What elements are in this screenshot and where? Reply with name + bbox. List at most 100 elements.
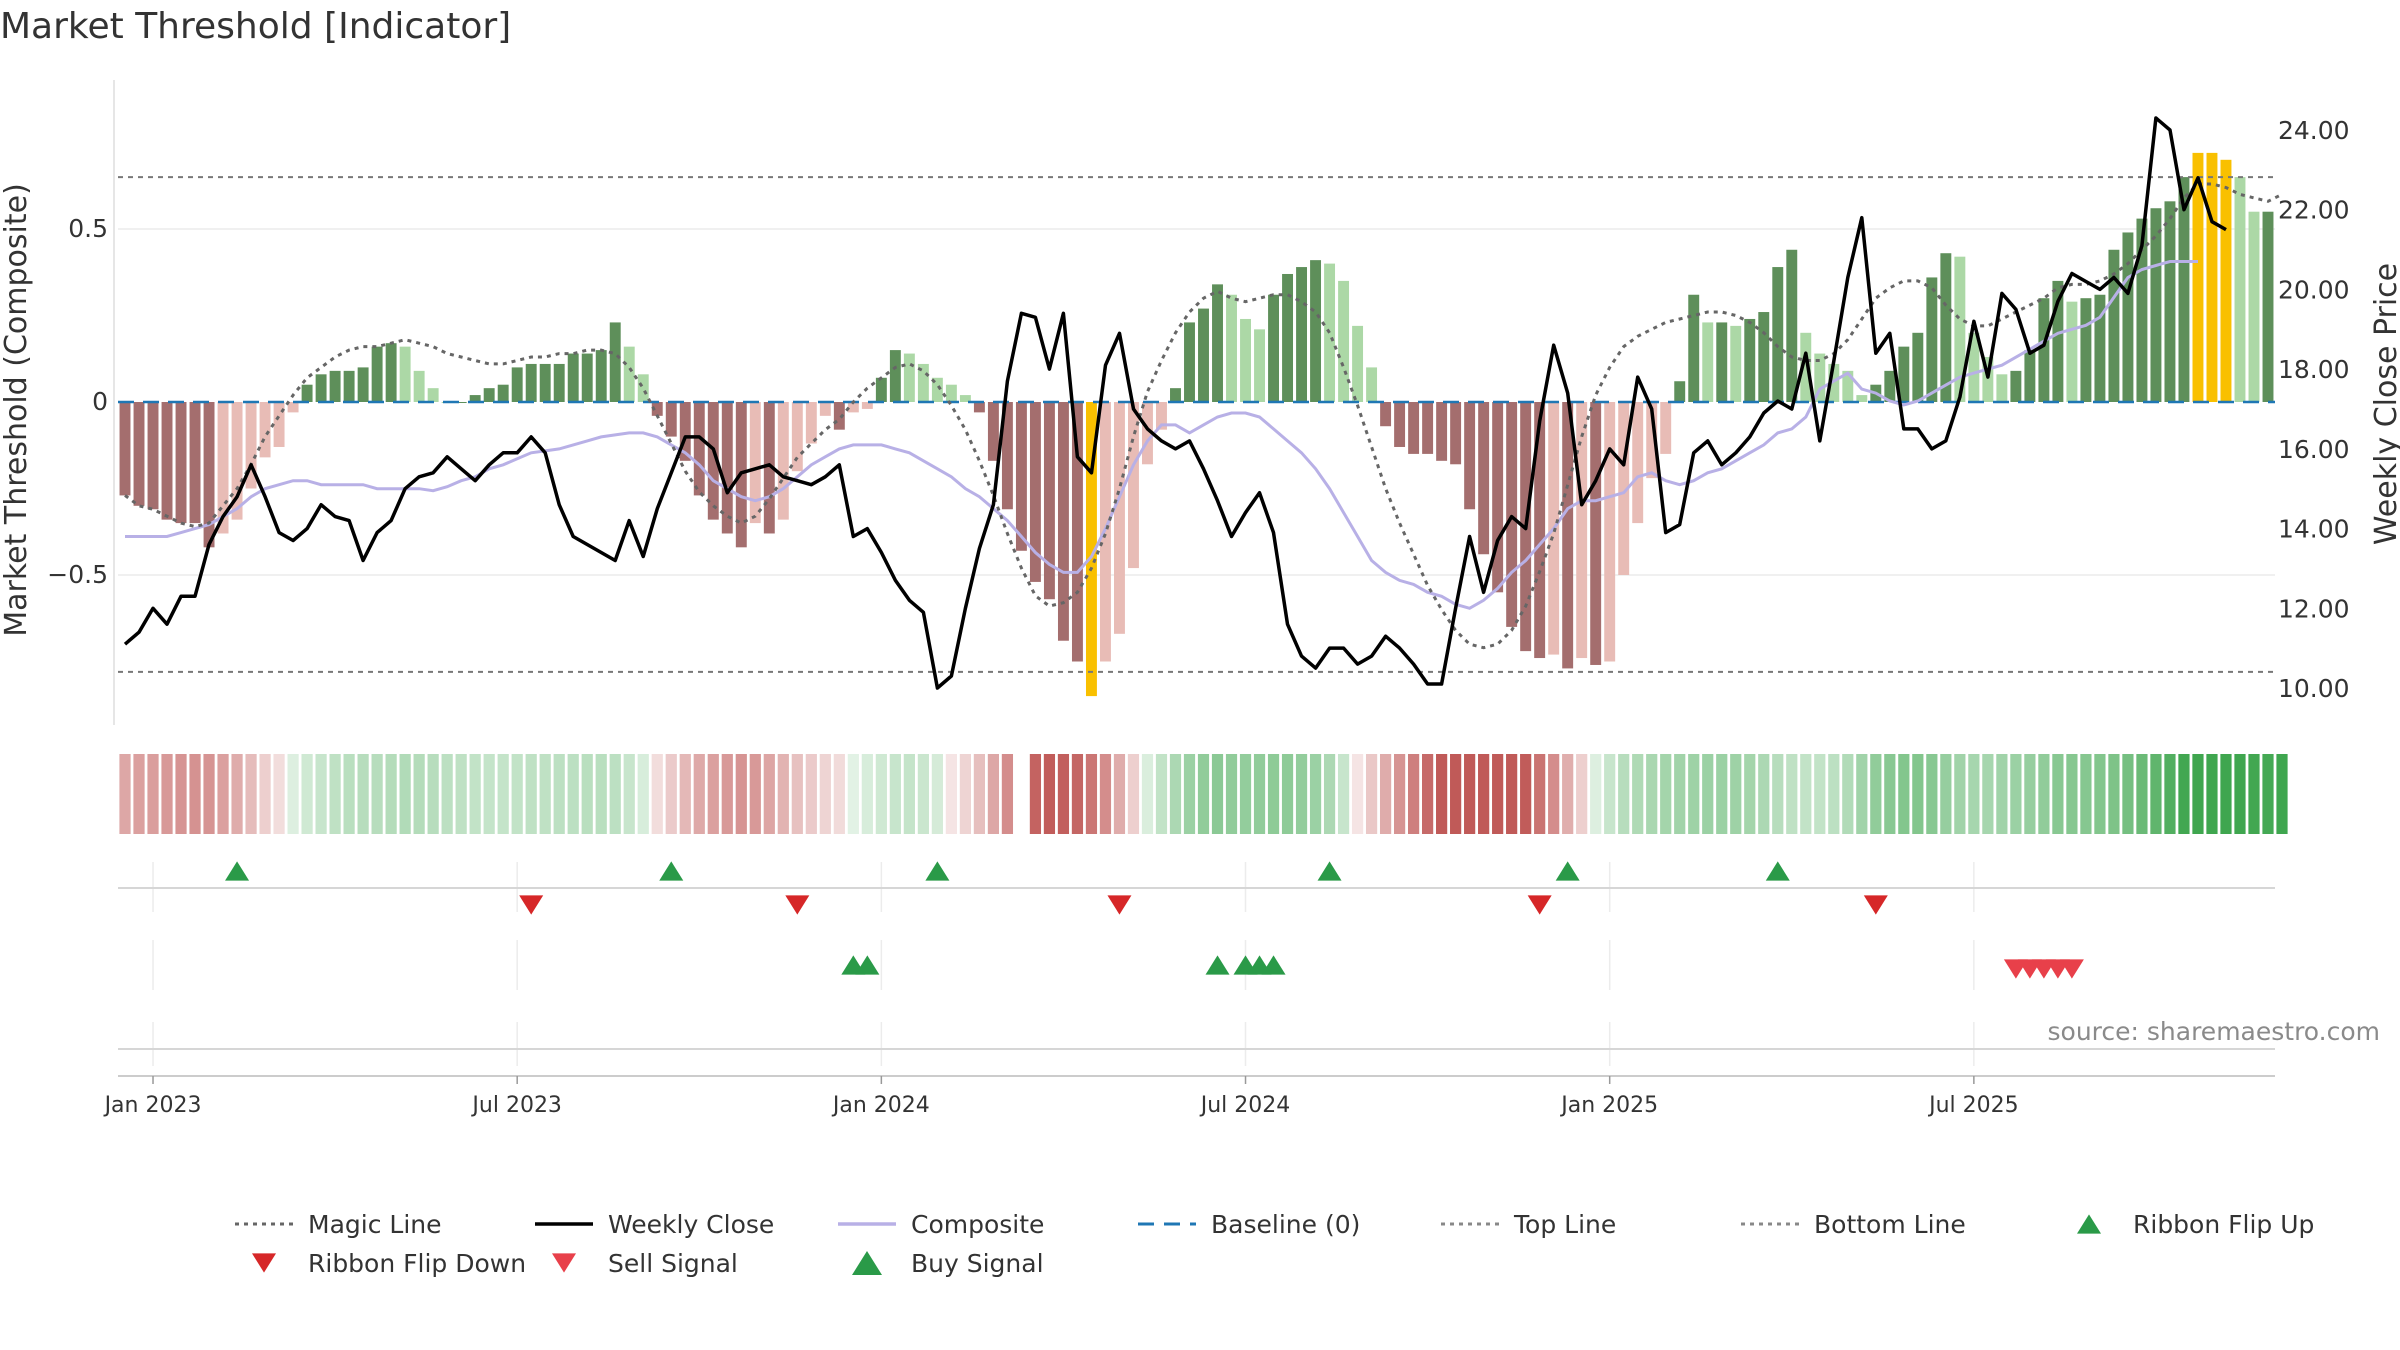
ribbon-cell: [931, 754, 943, 834]
ribbon-cell: [1744, 754, 1756, 834]
histogram-bar: [749, 402, 761, 524]
histogram-bar: [1029, 402, 1041, 582]
left-tick-label: 0.5: [68, 214, 108, 243]
histogram-bar: [1856, 395, 1868, 402]
ribbon-cell: [511, 754, 523, 834]
histogram-bar: [595, 350, 607, 402]
histogram-bar: [1142, 402, 1153, 465]
ribbon-cell: [1534, 754, 1546, 834]
legend-label: Magic Line: [308, 1210, 442, 1239]
ribbon-cell: [161, 754, 173, 834]
ribbon-cell: [203, 754, 215, 834]
ribbon-cell: [595, 754, 607, 834]
ribbon-cell: [1492, 754, 1504, 834]
histogram-bar: [2262, 211, 2274, 402]
histogram-bar: [777, 402, 789, 520]
ribbon-cell: [133, 754, 145, 834]
ribbon-cell: [651, 754, 663, 834]
histogram-bar: [189, 402, 201, 524]
histogram-bar: [147, 402, 159, 510]
ribbon-cell: [231, 754, 243, 834]
ribbon-cell: [1113, 754, 1126, 834]
histogram-bar: [791, 402, 803, 472]
histogram-bar: [1758, 312, 1770, 402]
ribbon-cell: [1576, 754, 1588, 834]
histogram-bar: [1226, 294, 1237, 402]
buy-signal-marker: [855, 955, 880, 975]
histogram-bar: [413, 370, 425, 402]
histogram-bar: [707, 402, 719, 520]
histogram-bar: [1254, 329, 1265, 402]
ribbon-cell: [1281, 754, 1294, 834]
histogram-bar: [357, 367, 369, 402]
ribbon-flip-up-marker: [1765, 861, 1790, 881]
ribbon-cell: [1898, 754, 1910, 834]
histogram-bar: [1310, 260, 1322, 402]
ribbon-cell: [1183, 754, 1196, 834]
ribbon-cell: [2136, 754, 2148, 834]
composite-histogram: [119, 152, 2274, 697]
histogram-bar: [1366, 367, 1378, 402]
ribbon-cell: [567, 754, 579, 834]
ribbon-cell: [1814, 754, 1826, 834]
ribbon-cell: [259, 754, 271, 834]
ribbon-cell: [2164, 754, 2176, 834]
histogram-bar: [1926, 277, 1938, 402]
histogram-bar: [623, 346, 635, 402]
histogram-bar: [371, 346, 383, 402]
ribbon-cell: [2038, 754, 2050, 834]
ribbon-cell: [2066, 754, 2078, 834]
left-tick-label: −0.5: [47, 560, 108, 589]
ribbon-cell: [483, 754, 495, 834]
ribbon-cell: [1604, 754, 1616, 834]
ribbon-cell: [427, 754, 439, 834]
date-tick-label: Jan 2024: [831, 1093, 930, 1118]
ribbon-cell: [2094, 754, 2106, 834]
ribbon-cell: [2080, 754, 2092, 834]
legend-marker: [852, 1251, 882, 1275]
histogram-bar: [1646, 402, 1658, 479]
histogram-bar: [1156, 402, 1167, 430]
histogram-bar: [1170, 388, 1181, 402]
histogram-bar: [861, 402, 873, 409]
histogram-bar: [1198, 308, 1209, 402]
histogram-bar: [455, 402, 467, 403]
legend-marker: [2077, 1214, 2101, 1234]
date-tick-label: Jul 2025: [1927, 1093, 2019, 1118]
histogram-bar: [819, 402, 831, 416]
sell-signal-marker: [2059, 959, 2084, 979]
histogram-bar: [497, 384, 509, 402]
histogram-bar: [2066, 301, 2078, 402]
histogram-bar: [1057, 402, 1069, 641]
ribbon-cell: [2262, 754, 2274, 834]
ribbon-cell: [791, 754, 803, 834]
ribbon-cell: [581, 754, 593, 834]
histogram-bar: [1982, 357, 1994, 402]
ribbon-cell: [637, 754, 649, 834]
histogram-bar: [1562, 402, 1574, 669]
ribbon-cell: [1043, 754, 1056, 834]
ribbon-cell: [497, 754, 509, 834]
histogram-bar: [1184, 322, 1195, 402]
histogram-bar: [1772, 267, 1784, 402]
ribbon-cell: [343, 754, 355, 834]
left-axis-ticks: 0.5 0 −0.5: [47, 214, 108, 589]
histogram-bar: [1282, 273, 1294, 402]
histogram-bar: [1071, 402, 1083, 662]
ribbon-cell: [1029, 754, 1042, 834]
right-tick-label: 10.00: [2278, 674, 2350, 703]
histogram-bar: [1001, 402, 1013, 510]
date-tick-label: Jul 2024: [1199, 1093, 1291, 1118]
histogram-bar: [581, 353, 593, 402]
ribbon-cell: [1674, 754, 1686, 834]
histogram-bar: [1688, 294, 1700, 402]
histogram-bar: [1660, 402, 1672, 454]
legend: Magic Line Weekly Close Composite Baseline …: [235, 1210, 2314, 1278]
histogram-bar: [385, 343, 397, 402]
histogram-bar: [483, 388, 495, 402]
legend-label: Buy Signal: [911, 1249, 1044, 1278]
ribbon-flip-down-marker: [1107, 895, 1132, 915]
legend-label: Sell Signal: [608, 1249, 738, 1278]
histogram-bar: [665, 402, 677, 437]
ribbon-cell: [1155, 754, 1168, 834]
